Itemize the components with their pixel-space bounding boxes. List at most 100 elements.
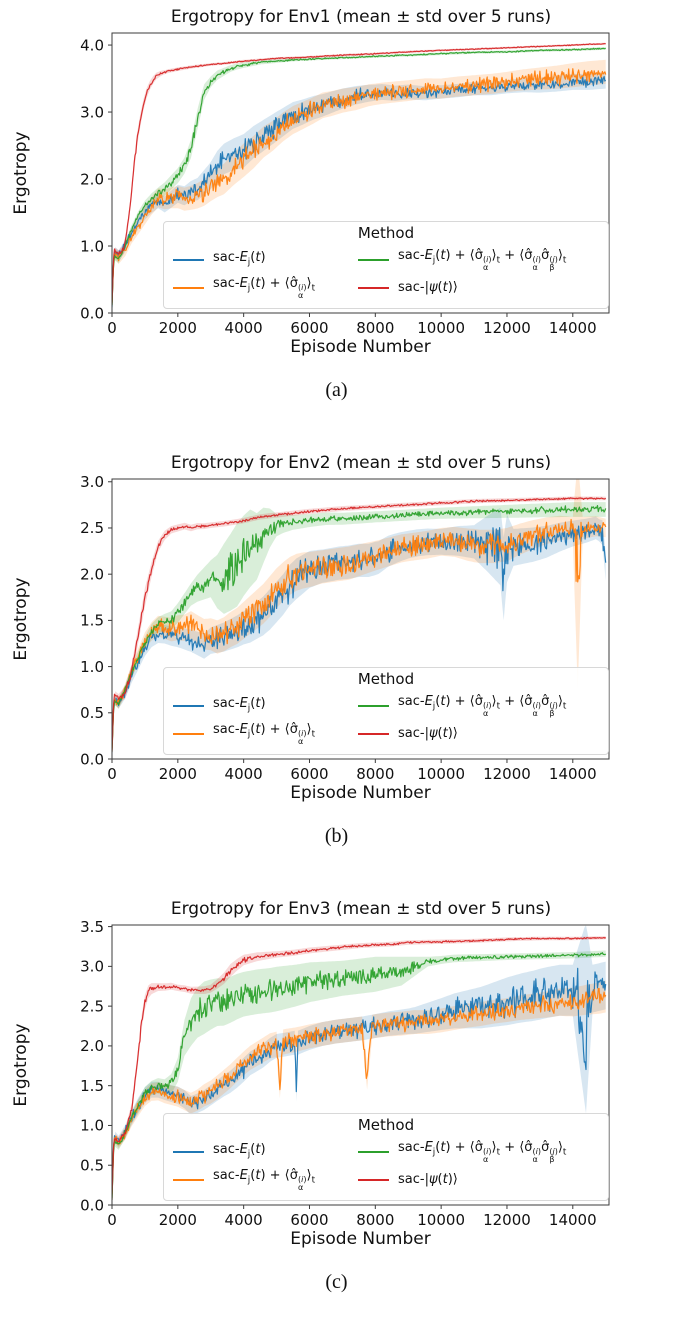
y-tick-label: 0.0 (80, 304, 104, 322)
std-band (112, 59, 606, 312)
series-lines (112, 497, 607, 753)
series-line (112, 47, 606, 306)
chart-title: Ergotropy for Env1 (mean ± std over 5 ru… (170, 7, 552, 27)
legend: Method sac-Ej(t) sac-Ej(t) + ⟨σ̂ (i) α ⟩t sac-… (163, 1113, 609, 1201)
y-axis-ticks: 0.0 0.5 1.0 1.5 2.0 2.5 3.0 3.5 (80, 918, 112, 1214)
y-tick-label: 0.0 (80, 1196, 104, 1214)
chart-title: Ergotropy for Env2 (mean ± std over 5 ru… (170, 453, 552, 473)
y-tick-label: 1.5 (80, 1077, 104, 1095)
legend-item-sac-ej-sigma: sac-Ej(t) + ⟨σ̂ (i) α ⟩t (173, 722, 315, 746)
y-tick-label: 2.0 (80, 565, 104, 583)
legend-label: sac-Ej(t) + ⟨σ̂ (i) α ⟩t (213, 275, 316, 301)
legend-item-sac-ej: sac-Ej(t) (173, 250, 266, 269)
x-tick-label: 6000 (290, 1211, 328, 1229)
y-tick-label: 0.5 (80, 1156, 104, 1174)
y-axis-ticks: 0.0 1.0 2.0 3.0 4.0 (80, 36, 112, 322)
legend-title: Method (357, 1116, 415, 1134)
x-axis-ticks: 0 2000 4000 6000 8000 10000 12000 14000 (107, 759, 597, 783)
x-tick-label: 8000 (356, 1211, 394, 1229)
legend: Method sac-Ej(t) sac-Ej(t) + ⟨σ̂ (i) α ⟩t sac-… (163, 221, 609, 309)
y-tick-label: 3.0 (80, 958, 104, 976)
x-tick-label: 14000 (549, 1211, 597, 1229)
legend-item-sac-ej-sigma: sac-Ej(t) + ⟨σ̂ (i) α ⟩t (173, 276, 315, 300)
legend-item-sac-ej: sac-Ej(t) (173, 1141, 266, 1161)
series-line (112, 936, 607, 1195)
y-tick-label: 2.5 (80, 997, 104, 1015)
x-tick-label: 12000 (483, 765, 531, 783)
legend-label: sac-Ej(t) (213, 1141, 266, 1160)
plot-area-env2: 0 2000 4000 6000 8000 10000 12000 14000 0.0 0.5 1.… (80, 473, 610, 783)
y-axis-label: Ergotropy (11, 577, 31, 661)
x-tick-label: 14000 (549, 319, 597, 337)
x-tick-label: 8000 (356, 765, 394, 783)
legend-label: sac-|ψ(t)⟩ (398, 726, 458, 741)
series-lines (112, 936, 607, 1201)
legend-item-sac-ej: sac-Ej(t) (173, 695, 266, 715)
x-tick-label: 12000 (483, 1211, 531, 1229)
legend-label: sac-Ej(t) + ⟨σ̂ (i) α ⟩t + ⟨σ̂ (i) α σ̂ (j) β ⟩t (398, 693, 567, 719)
legend-item-sac-psi: sac-|ψ(t)⟩ (358, 1171, 458, 1189)
legend-item-sac-ej-sigma: sac-Ej(t) + ⟨σ̂ (i) α ⟩t (173, 1168, 315, 1192)
x-tick-label: 4000 (225, 319, 263, 337)
legend-label: sac-Ej(t) + ⟨σ̂ (i) α ⟩t (213, 721, 316, 747)
legend-line-icon (358, 1179, 389, 1181)
y-tick-label: 3.0 (80, 103, 104, 121)
x-axis-label: Episode Number (290, 783, 431, 803)
y-tick-label: 1.5 (80, 612, 104, 630)
x-tick-label: 6000 (290, 319, 328, 337)
legend-line-icon (358, 259, 389, 261)
legend-line-icon (358, 705, 389, 707)
y-tick-label: 4.0 (80, 36, 104, 54)
y-tick-label: 2.5 (80, 519, 104, 537)
y-tick-label: 3.5 (80, 918, 104, 936)
x-tick-label: 6000 (290, 765, 328, 783)
x-tick-label: 4000 (225, 1211, 263, 1229)
figure-env1: 0 2000 4000 6000 8000 10000 12000 14000 0.0 1.0 2.… (0, 0, 673, 446)
x-tick-label: 2000 (159, 319, 197, 337)
x-tick-label: 12000 (483, 319, 531, 337)
series-line (112, 497, 607, 751)
series-line (112, 952, 607, 1199)
figure-env3: 0 2000 4000 6000 8000 10000 12000 14000 0.0 0.5 1.… (0, 892, 673, 1338)
y-tick-label: 1.0 (80, 1117, 104, 1135)
legend-line-icon (173, 259, 204, 261)
plot-area-env1: 0 2000 4000 6000 8000 10000 12000 14000 0.0 1.0 2.… (80, 32, 610, 337)
figure-env2: 0 2000 4000 6000 8000 10000 12000 14000 0.0 0.5 1.… (0, 446, 673, 892)
y-axis-label: Ergotropy (11, 131, 31, 215)
chart-title: Ergotropy for Env3 (mean ± std over 5 ru… (170, 899, 552, 919)
legend-line-icon (358, 1151, 389, 1153)
subfigure-caption-b: (b) (324, 825, 349, 847)
y-axis-label: Ergotropy (11, 1023, 31, 1107)
std-band (112, 950, 606, 1201)
legend-label: sac-|ψ(t)⟩ (398, 280, 458, 295)
x-axis-ticks: 0 2000 4000 6000 8000 10000 12000 14000 (107, 313, 597, 337)
legend-item-sac-ej-sigma-sigmasigma: sac-Ej(t) + ⟨σ̂ (i) α ⟩t + ⟨σ̂ (i) α σ̂ (j) β ⟩t (358, 694, 566, 718)
y-tick-label: 0.0 (80, 750, 104, 768)
x-axis-label: Episode Number (290, 1229, 431, 1249)
legend-line-icon (358, 287, 389, 289)
legend-item-sac-ej-sigma-sigmasigma: sac-Ej(t) + ⟨σ̂ (i) α ⟩t + ⟨σ̂ (i) α σ̂ (j) β ⟩t (358, 248, 566, 272)
series-line (112, 42, 606, 303)
y-tick-label: 3.0 (80, 473, 104, 491)
x-tick-label: 10000 (417, 765, 465, 783)
series-line (112, 518, 607, 752)
legend-item-sac-ej-sigma-sigmasigma: sac-Ej(t) + ⟨σ̂ (i) α ⟩t + ⟨σ̂ (i) α σ̂ (j) β ⟩t (358, 1140, 566, 1164)
x-tick-label: 0 (107, 319, 117, 337)
axes-spines (111, 32, 610, 314)
series-line (112, 987, 607, 1200)
axes-spines (111, 924, 610, 1206)
legend-line-icon (173, 287, 204, 289)
legend-title: Method (357, 670, 415, 688)
x-tick-label: 2000 (159, 1211, 197, 1229)
legend-label: sac-Ej(t) + ⟨σ̂ (i) α ⟩t + ⟨σ̂ (i) α σ̂ (j) β ⟩t (398, 247, 567, 273)
x-tick-label: 4000 (225, 765, 263, 783)
legend-item-sac-psi: sac-|ψ(t)⟩ (358, 279, 458, 297)
std-bands (112, 42, 606, 312)
series-line (112, 505, 607, 749)
legend-label: sac-Ej(t) (213, 695, 266, 714)
legend-line-icon (173, 1151, 204, 1153)
axes-spines (111, 478, 610, 760)
x-tick-label: 2000 (159, 765, 197, 783)
legend-label: sac-Ej(t) + ⟨σ̂ (i) α ⟩t + ⟨σ̂ (i) α σ̂ (j) β ⟩t (398, 1139, 567, 1165)
